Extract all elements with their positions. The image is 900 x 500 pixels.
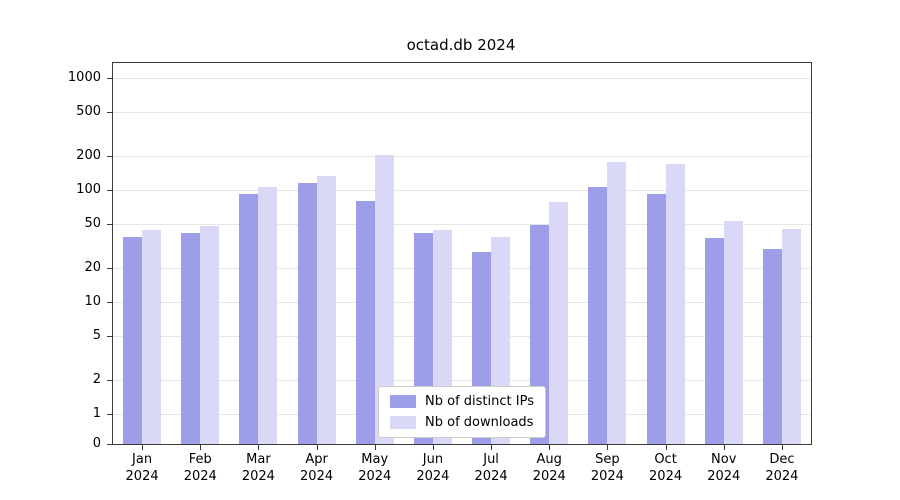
y-tick-label: 10 bbox=[84, 294, 101, 309]
bar-downloads bbox=[549, 202, 569, 444]
gridline bbox=[113, 380, 811, 382]
bar-distinct-ips bbox=[646, 194, 666, 444]
bar-distinct-ips bbox=[297, 183, 317, 444]
x-tick-label: Feb 2024 bbox=[183, 452, 217, 484]
x-tick-mark bbox=[258, 444, 260, 450]
y-tick-label: 500 bbox=[76, 103, 101, 119]
x-tick-label: Jun 2024 bbox=[416, 452, 450, 484]
bar-downloads bbox=[665, 164, 685, 444]
gridline bbox=[113, 156, 811, 158]
gridline bbox=[113, 190, 811, 191]
y-tick-mark bbox=[107, 302, 113, 303]
y-tick-label: 1000 bbox=[67, 70, 101, 85]
legend-swatch bbox=[390, 416, 417, 429]
bar-distinct-ips bbox=[181, 233, 201, 444]
bar-downloads bbox=[316, 176, 336, 444]
gridline bbox=[113, 223, 811, 225]
legend-item: Nb of downloads bbox=[390, 415, 534, 430]
y-tick-label: 100 bbox=[76, 182, 101, 197]
y-tick-label: 1 bbox=[92, 406, 101, 421]
bar-downloads bbox=[607, 161, 627, 444]
x-tick-label: Jan 2024 bbox=[125, 452, 159, 484]
bar-distinct-ips bbox=[762, 248, 782, 444]
chart-title: octad.db 2024 bbox=[406, 36, 516, 54]
legend: Nb of distinct IPs Nb of downloads bbox=[378, 386, 546, 438]
y-tick-label: 50 bbox=[84, 215, 101, 231]
y-tick-mark bbox=[107, 156, 113, 158]
x-tick-mark bbox=[549, 444, 551, 450]
x-tick-label: Jul 2024 bbox=[474, 452, 508, 484]
x-tick-mark bbox=[491, 444, 493, 450]
x-tick-label: Oct 2024 bbox=[649, 452, 683, 484]
x-tick-mark bbox=[432, 444, 434, 450]
y-tick-mark bbox=[107, 223, 113, 225]
bar-distinct-ips bbox=[355, 200, 375, 444]
bar-distinct-ips bbox=[704, 238, 724, 444]
x-tick-mark bbox=[374, 444, 376, 450]
legend-label: Nb of distinct IPs bbox=[425, 394, 534, 409]
bar-downloads bbox=[142, 229, 162, 444]
y-tick-mark bbox=[107, 414, 113, 415]
x-tick-label: Aug 2024 bbox=[532, 452, 566, 484]
bar-distinct-ips bbox=[123, 237, 143, 444]
legend-swatch bbox=[390, 395, 417, 408]
y-tick-mark bbox=[107, 268, 113, 270]
x-tick-label: May 2024 bbox=[358, 452, 392, 484]
gridline bbox=[113, 111, 811, 113]
x-tick-mark bbox=[200, 444, 202, 450]
bar-downloads bbox=[200, 225, 220, 444]
x-tick-label: Dec 2024 bbox=[765, 452, 799, 484]
x-tick-mark bbox=[142, 444, 144, 450]
bar-distinct-ips bbox=[588, 186, 608, 444]
x-tick-label: Sep 2024 bbox=[590, 452, 624, 484]
legend-item: Nb of distinct IPs bbox=[390, 394, 534, 409]
y-tick-label: 0 bbox=[92, 436, 101, 451]
plot-area: Nb of distinct IPs Nb of downloads 0 1 2 5 1… bbox=[68, 62, 812, 484]
x-tick-mark bbox=[665, 444, 667, 450]
bar-downloads bbox=[374, 155, 394, 444]
x-tick-mark bbox=[316, 444, 318, 450]
gridline bbox=[113, 78, 811, 79]
bar-downloads bbox=[723, 220, 743, 444]
x-tick-mark bbox=[723, 444, 725, 450]
bar-downloads bbox=[258, 186, 278, 444]
y-tick-label: 2 bbox=[92, 372, 101, 388]
y-tick-label: 200 bbox=[76, 148, 101, 164]
gridline bbox=[113, 268, 811, 270]
y-tick-mark bbox=[107, 78, 113, 79]
bar-distinct-ips bbox=[239, 193, 259, 444]
y-tick-mark bbox=[107, 335, 113, 337]
x-tick-label: Mar 2024 bbox=[241, 452, 275, 484]
y-tick-mark bbox=[107, 111, 113, 113]
x-tick-mark bbox=[781, 444, 783, 450]
y-tick-mark bbox=[107, 444, 113, 445]
gridline bbox=[113, 335, 811, 337]
y-tick-mark bbox=[107, 380, 113, 382]
y-tick-label: 20 bbox=[84, 260, 101, 276]
x-tick-label: Apr 2024 bbox=[300, 452, 334, 484]
x-tick-mark bbox=[607, 444, 609, 450]
x-tick-label: Nov 2024 bbox=[707, 452, 741, 484]
y-tick-label: 5 bbox=[92, 327, 101, 343]
bar-downloads bbox=[781, 228, 801, 444]
y-tick-mark bbox=[107, 190, 113, 191]
legend-label: Nb of downloads bbox=[425, 415, 534, 430]
gridline bbox=[113, 302, 811, 303]
